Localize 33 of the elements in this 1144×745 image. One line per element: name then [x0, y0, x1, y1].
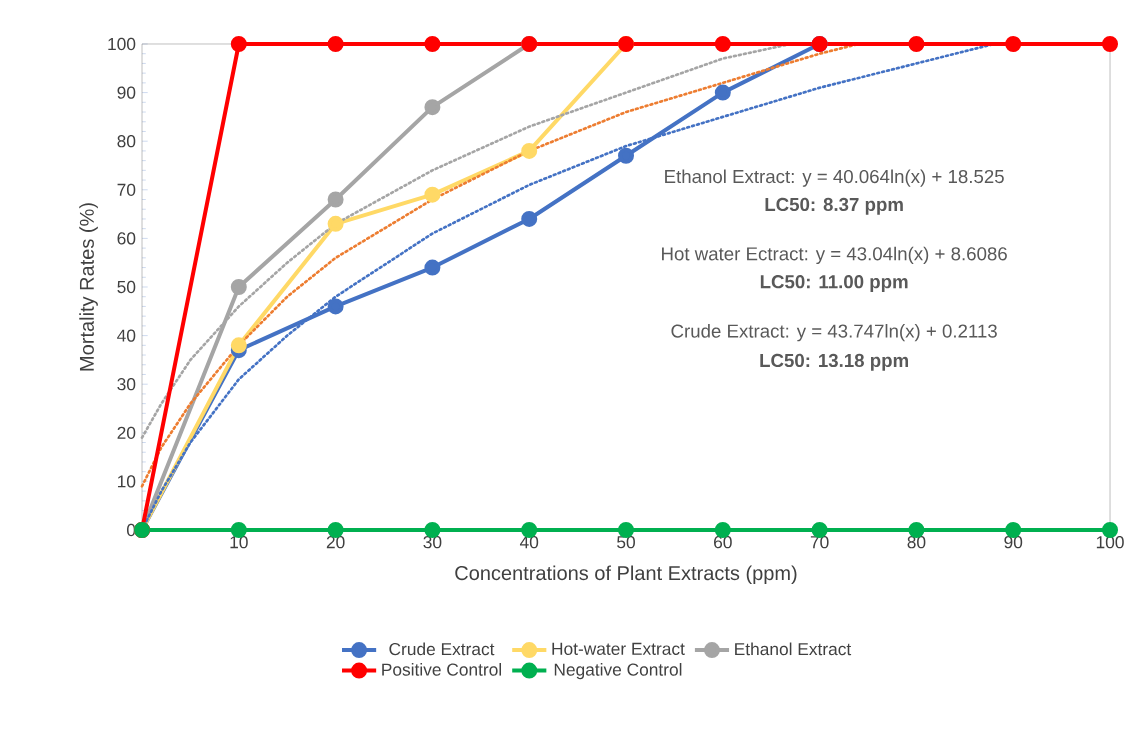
x-tick-label: 20: [326, 536, 345, 549]
legend-label: Negative Control: [554, 663, 682, 680]
annotation: Ethanol Extract: y = 40.064ln(x) + 18.525: [665, 169, 1004, 187]
legend-label: Positive Control: [382, 663, 502, 676]
x-tick-label: 90: [1004, 536, 1023, 549]
x-tick-label: 30: [423, 536, 442, 549]
annotation: Hot water Ectract: y = 43.04ln(x) + 8.6086: [662, 246, 1007, 265]
y-tick-label: 20: [117, 426, 136, 439]
y-tick-label: 70: [117, 183, 136, 196]
annotation: LC50: 13.18 ppm: [760, 353, 909, 371]
annotation: LC50: 11.00 ppm: [760, 275, 908, 293]
y-tick-label: 100: [108, 37, 136, 51]
y-axis-title: Mortality Rates (%): [79, 203, 98, 371]
y-tick-label: 30: [117, 378, 136, 391]
y-tick-label: 50: [117, 280, 136, 294]
y-tick-label: 60: [117, 232, 136, 245]
legend-label: Ethanol Extract: [735, 642, 852, 656]
x-tick-label: 60: [714, 536, 732, 549]
legend-label: Hot-water Extract: [552, 642, 685, 655]
legend-label: Crude Extract: [389, 642, 495, 656]
y-tick-label: 10: [118, 475, 136, 488]
annotation: LC50: 8.37 ppm: [765, 197, 903, 215]
x-tick-label: 70: [810, 536, 829, 549]
x-axis-title: Concentrations of Plant Extracts (ppm): [455, 565, 797, 585]
x-tick-label: 100: [1096, 536, 1124, 549]
y-tick-label: 80: [117, 135, 136, 148]
x-tick-label: 80: [907, 536, 926, 549]
y-tick-label: 90: [117, 86, 136, 99]
y-tick-label: 40: [117, 329, 136, 342]
x-tick-label: 50: [617, 536, 635, 549]
annotation: Crude Extract: y = 43.747ln(x) + 0.2113: [671, 323, 997, 342]
x-tick-label: 40: [519, 536, 539, 549]
x-tick-label: 10: [230, 536, 248, 549]
